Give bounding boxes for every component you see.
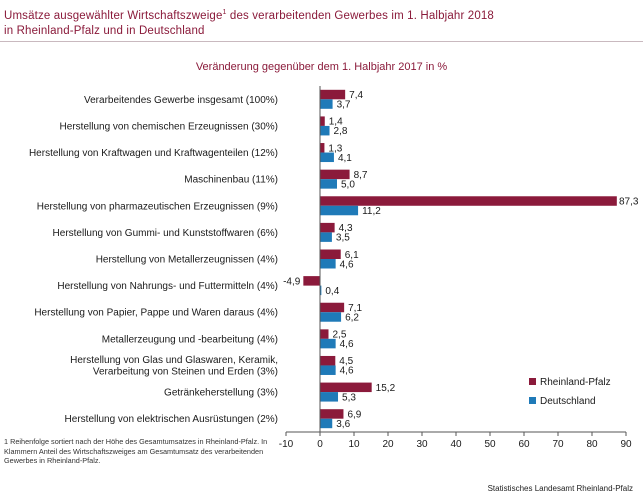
bar-deutschland: [320, 285, 322, 296]
bar-deutschland: [320, 418, 333, 429]
bar-deutschland: [320, 232, 332, 242]
bar-rheinland-pfalz: [320, 302, 345, 313]
bar-rheinland-pfalz: [320, 222, 335, 233]
value-label: 4,6: [340, 259, 354, 270]
value-label: 7,4: [349, 90, 363, 101]
x-tick-label: 20: [382, 439, 394, 450]
value-label: 6,1: [345, 250, 359, 261]
bar-deutschland: [320, 125, 330, 136]
value-label: 4,6: [340, 339, 354, 350]
bar-rheinland-pfalz: [320, 196, 617, 206]
value-label: 2,8: [334, 126, 348, 137]
value-label: 7,1: [348, 303, 362, 314]
title-line-1: Umsätze ausgewählter Wirtschaftszweige1 …: [4, 9, 494, 22]
category-label: Herstellung von Metallerzeugnissen (4%): [96, 255, 278, 266]
x-tick-label: 60: [518, 439, 530, 450]
bar-deutschland: [320, 338, 336, 349]
category-label: Herstellung von Kraftwagen und Kraftwage…: [29, 148, 278, 159]
category-label: Maschinenbau (11%): [184, 175, 278, 186]
category-label: Herstellung von Nahrungs- und Futtermitt…: [57, 281, 278, 292]
x-tick-label: 40: [450, 439, 462, 450]
x-tick-label: 80: [586, 439, 598, 450]
value-label: -4,9: [283, 276, 301, 287]
bar-deutschland: [320, 365, 336, 375]
bar-rheinland-pfalz: [320, 249, 341, 259]
x-tick-label: -10: [279, 439, 294, 450]
category-label: Herstellung von chemischen Erzeugnissen …: [60, 121, 278, 132]
bar-rheinland-pfalz: [320, 409, 344, 419]
legend-swatch-deutschland: [529, 397, 536, 404]
category-label: Herstellung von elektrischen Ausrüstunge…: [65, 414, 278, 425]
title-divider: [0, 41, 643, 42]
bar-rheinland-pfalz: [303, 276, 320, 286]
value-label: 5,3: [342, 392, 356, 403]
bar-rheinland-pfalz: [320, 382, 372, 393]
legend-swatch-rheinland-pfalz: [529, 378, 536, 385]
value-label: 8,7: [354, 170, 368, 181]
footnote-marker: 1: [222, 9, 227, 16]
bar-deutschland: [320, 205, 359, 216]
bar-deutschland: [320, 259, 336, 269]
category-label: Herstellung von Papier, Pappe und Waren …: [34, 308, 278, 319]
category-label: Getränkeherstellung (3%): [164, 388, 278, 399]
value-label: 4,1: [338, 153, 352, 164]
category-label: Metallerzeugung und -bearbeitung (4%): [102, 334, 278, 345]
value-label: 2,5: [333, 330, 347, 341]
value-label: 4,5: [339, 356, 353, 367]
x-tick-label: 10: [348, 439, 360, 450]
bar-deutschland: [320, 392, 339, 402]
legend-label-deutschland: Deutschland: [540, 396, 596, 407]
bar-rheinland-pfalz: [320, 355, 336, 366]
x-tick-label: 90: [620, 439, 632, 450]
x-tick-label: 30: [416, 439, 428, 450]
value-label: 1,4: [329, 117, 343, 128]
category-label: Herstellung von Gummi- und Kunststoffwar…: [53, 228, 278, 239]
bar-deutschland: [320, 99, 333, 109]
chart-subtitle: Veränderung gegenüber dem 1. Halbjahr 20…: [195, 61, 448, 73]
category-label: Herstellung von Glas und Glaswaren, Kera…: [70, 355, 278, 378]
category-label: Herstellung von pharmazeutischen Erzeugn…: [37, 201, 278, 212]
source-note: Statistisches Landesamt Rheinland-Pfalz: [487, 484, 633, 493]
bar-rheinland-pfalz: [320, 143, 325, 153]
x-tick-label: 70: [552, 439, 564, 450]
value-label: 1,3: [328, 143, 342, 154]
value-label: 4,3: [339, 223, 353, 234]
title-line-2: in Rheinland-Pfalz und in Deutschland: [4, 25, 205, 37]
value-label: 0,4: [325, 286, 339, 297]
value-label: 15,2: [376, 383, 396, 394]
bar-deutschland: [320, 312, 342, 322]
value-label: 11,2: [362, 206, 381, 217]
bar-rheinland-pfalz: [320, 116, 325, 126]
footnote: 1 Reihenfolge sortiert nach der Höhe des…: [4, 437, 268, 465]
value-label: 87,3: [619, 197, 639, 208]
bar-rheinland-pfalz: [320, 169, 350, 180]
bar-rheinland-pfalz: [320, 329, 329, 339]
category-label: Verarbeitendes Gewerbe insgesamt (100%): [84, 95, 278, 106]
value-label: 3,6: [336, 419, 350, 430]
bar-deutschland: [320, 152, 334, 163]
x-tick-label: 50: [484, 439, 496, 450]
value-label: 6,2: [345, 312, 359, 323]
chart-title: Umsätze ausgewählter Wirtschaftszweige1 …: [4, 5, 624, 39]
legend-label-rheinland-pfalz: Rheinland-Pfalz: [540, 377, 611, 388]
value-label: 3,7: [337, 100, 351, 111]
value-label: 3,5: [336, 233, 350, 244]
value-label: 5,0: [341, 179, 355, 190]
bar-rheinland-pfalz: [320, 89, 346, 100]
bar-deutschland: [320, 179, 337, 189]
value-label: 6,9: [347, 409, 361, 420]
value-label: 4,6: [340, 366, 354, 377]
x-tick-label: 0: [317, 439, 323, 450]
